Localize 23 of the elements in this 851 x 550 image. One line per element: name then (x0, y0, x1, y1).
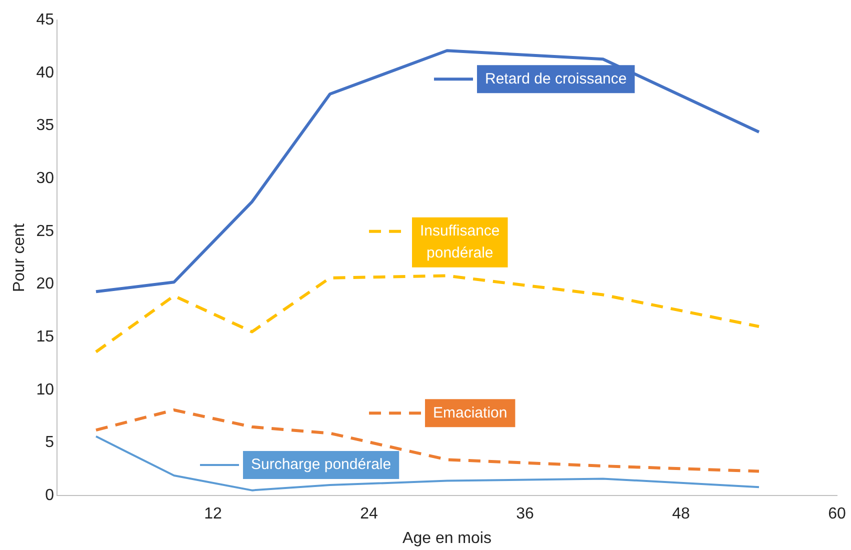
y-tick-label: 40 (36, 64, 54, 82)
y-tick-label: 45 (36, 11, 54, 28)
y-tick-label: 15 (36, 328, 54, 346)
legend-label: Surcharge pondérale (250, 456, 392, 474)
line-series (94, 408, 760, 473)
x-tick-label: 24 (360, 506, 378, 523)
legend-label: Insuffisance pondérale (420, 222, 500, 262)
y-tick-label: 35 (36, 117, 54, 134)
y-tick-label: 5 (45, 434, 54, 452)
y-tick-label: 25 (36, 222, 54, 240)
x-axis-title: Age en mois (402, 530, 492, 547)
y-axis-title: Pour cent (11, 223, 28, 292)
line-series (94, 274, 760, 354)
y-tick-label: 10 (36, 381, 54, 398)
x-tick-label: 60 (828, 506, 846, 523)
y-tick-label: 20 (36, 276, 54, 293)
x-tick-label: 48 (672, 506, 690, 523)
legend-label: Emaciation (433, 404, 508, 422)
x-tick-label: 12 (204, 506, 222, 523)
x-tick-label: 36 (516, 506, 534, 523)
y-tick-label: 30 (36, 170, 54, 187)
legend-label: Retard de croissance (484, 70, 627, 88)
y-tick-label: 0 (45, 487, 54, 504)
